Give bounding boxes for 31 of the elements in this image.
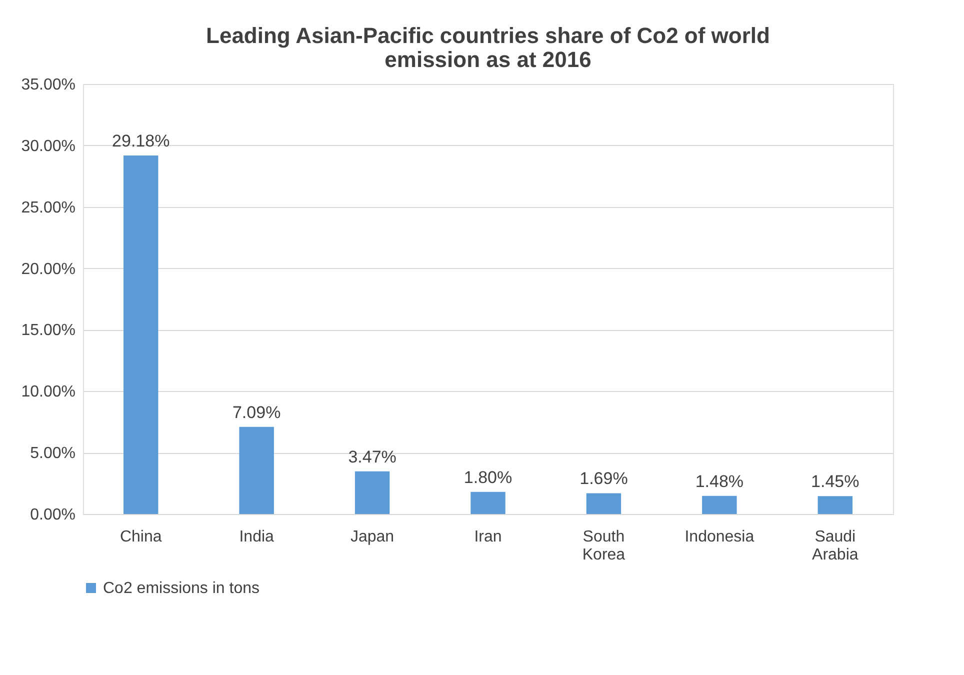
x-tick-label: Indonesia	[684, 528, 754, 546]
text: 1.48%	[695, 472, 744, 491]
bar	[470, 492, 506, 514]
x-tick-label: South Korea	[582, 528, 626, 564]
bar	[239, 426, 274, 514]
text: 1.80%	[464, 468, 512, 487]
bar	[354, 471, 390, 514]
bar	[124, 156, 158, 514]
text: 3.47%	[348, 447, 396, 466]
y-tick-label: 5.00%	[30, 445, 76, 462]
y-tick-label: 15.00%	[21, 322, 76, 340]
text: 1.45%	[811, 472, 860, 492]
bar	[702, 496, 737, 514]
x-tick-label: Japan	[350, 528, 394, 546]
y-tick-label: 0.00%	[30, 506, 76, 524]
text: 1.69%	[580, 469, 628, 488]
text: 29.18%	[112, 132, 170, 151]
bar	[586, 493, 622, 514]
x-tick-label: China	[120, 528, 162, 546]
y-tick-label: 35.00%	[21, 76, 76, 94]
y-tick-label: 25.00%	[21, 199, 76, 216]
y-tick-label: 30.00%	[21, 138, 76, 155]
x-tick-label: India	[239, 528, 274, 546]
legend-label: Co2 emissions in tons	[103, 580, 260, 597]
y-tick-label: 20.00%	[21, 260, 76, 278]
y-tick-label: 10.00%	[21, 384, 76, 401]
bar	[818, 496, 852, 514]
text: 7.09%	[232, 402, 281, 422]
x-tick-label: Iran	[474, 528, 502, 546]
x-tick-label: Saudi Arabia	[812, 528, 858, 564]
chart-title: Leading Asian-Pacific countries share of Co2 of world emission as at 2016	[206, 23, 770, 72]
